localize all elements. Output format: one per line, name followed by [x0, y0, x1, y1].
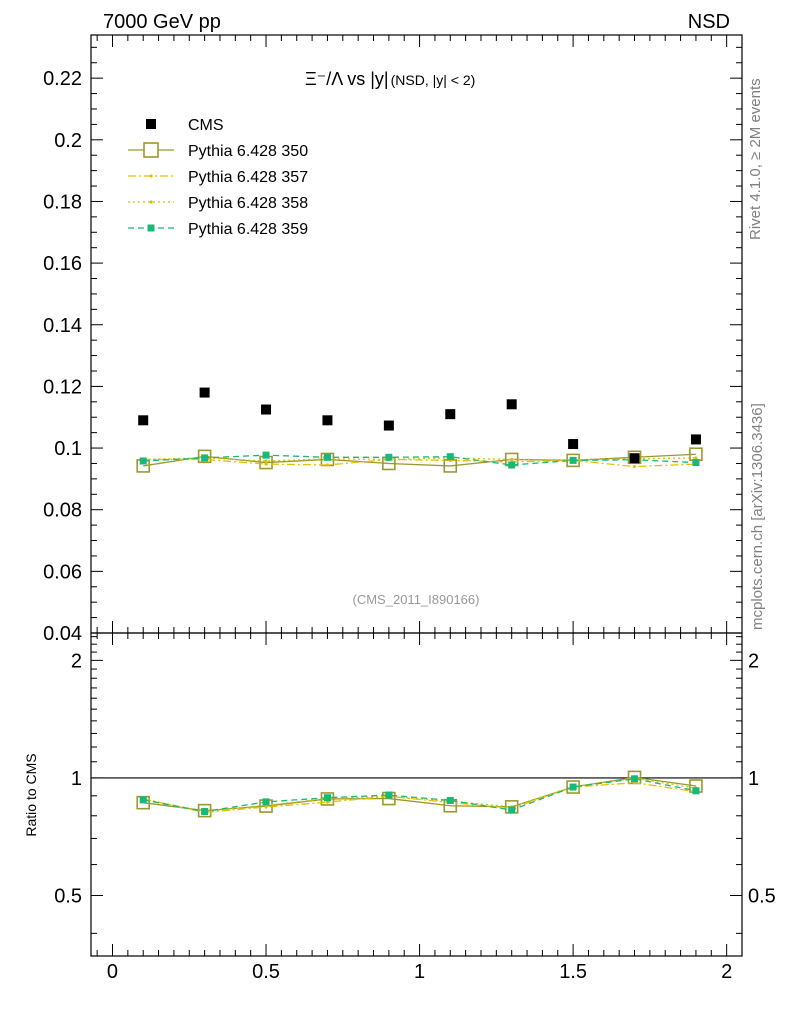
series-marker-2: [632, 464, 637, 469]
main-series: [136, 387, 703, 473]
series-marker-4: [139, 457, 147, 465]
series-marker-4: [508, 806, 516, 814]
series-line-4: [143, 454, 696, 466]
data-point: [199, 387, 210, 398]
series-marker-2: [264, 462, 268, 466]
series-marker-4: [262, 451, 270, 459]
series-marker-3: [694, 456, 698, 460]
legend-label: CMS: [188, 117, 224, 134]
ratio-ylabel: Ratio to CMS: [23, 753, 39, 836]
series-marker-4: [569, 456, 577, 464]
y-tick-label: 0.18: [43, 191, 82, 213]
main-axes: 0.04 0.06 0.08 0.1 0.12 0.14 0.16 0.18 0.2 0.22: [43, 35, 742, 645]
series-marker-4: [446, 796, 454, 804]
rivet-label: Rivet 4.1.0, ≥ 2M events: [747, 78, 764, 240]
ratio-tick-label: 2: [71, 650, 82, 672]
series-marker-4: [323, 794, 331, 802]
series-marker-4: [201, 454, 209, 462]
data-point: [568, 439, 579, 450]
series-marker-2: [325, 463, 330, 467]
legend-label: Pythia 6.428 359: [188, 221, 308, 238]
legend-marker-cms: [146, 119, 156, 129]
series-marker-4: [569, 783, 577, 791]
legend-marker-4: [147, 224, 155, 232]
series-marker-3: [264, 459, 268, 463]
process-label: NSD: [688, 11, 730, 33]
series-line-2: [143, 458, 696, 468]
series-marker-4: [262, 798, 270, 806]
series-marker-4: [139, 796, 147, 804]
series-marker-4: [631, 775, 639, 783]
ratio-panel-frame: [90, 632, 743, 957]
legend-label: Pythia 6.428 350: [188, 143, 308, 160]
y-tick-label: 0.06: [43, 561, 82, 583]
series-marker-4: [201, 808, 209, 816]
series-marker-3: [510, 457, 514, 462]
data-point: [445, 409, 456, 420]
x-tick-label: 0.5: [252, 961, 280, 983]
series-marker-4: [508, 461, 516, 469]
ratio-line-2: [143, 782, 697, 814]
data-point: [506, 399, 517, 410]
ratio-tick-label-right: 2: [748, 650, 759, 672]
y-tick-label: 0.22: [43, 68, 82, 90]
legend-label: Pythia 6.428 358: [188, 195, 308, 212]
y-tick-label: 0.14: [43, 315, 82, 337]
series-marker-2: [325, 800, 330, 804]
y-tick-label: 0.04: [43, 623, 82, 645]
ratio-line-3: [143, 777, 697, 813]
data-point: [322, 415, 333, 426]
legend-label: Pythia 6.428 357: [188, 169, 308, 186]
legend-marker-1: [143, 142, 159, 158]
ratio-tick-label-right: 0.5: [748, 886, 776, 908]
ratio-tick-label: 1: [71, 768, 82, 790]
title-main: Ξ⁻/Λ vs |y|: [305, 69, 389, 89]
series-marker-1: [627, 450, 642, 465]
series-marker-4: [323, 453, 331, 461]
y-tick-label: 0.1: [54, 438, 82, 460]
y-tick-label: 0.12: [43, 376, 82, 398]
ratio-line-4: [143, 778, 697, 813]
ratio-line-1: [143, 776, 697, 812]
energy-label: 7000 GeV pp: [103, 11, 221, 33]
x-tick-label: 1: [414, 961, 425, 983]
legend-marker-2: [149, 174, 153, 178]
series-marker-4: [692, 787, 700, 795]
series-marker-4: [385, 453, 393, 461]
data-point: [629, 453, 640, 464]
series-marker-1: [197, 449, 212, 464]
y-tick-label: 0.2: [54, 130, 82, 152]
y-tick-label: 0.16: [43, 253, 82, 275]
series-marker-4: [385, 791, 393, 799]
data-point: [261, 404, 272, 415]
series-line-3: [143, 457, 696, 462]
series-marker-4: [446, 453, 454, 461]
data-point: [690, 434, 701, 445]
chart-title: Ξ⁻/Λ vs |y| (NSD, |y| < 2): [305, 69, 475, 89]
ratio-series: [136, 770, 703, 818]
title-sub: (NSD, |y| < 2): [391, 72, 476, 88]
x-tick-label: 1.5: [559, 961, 587, 983]
x-tick-label: 0: [107, 961, 118, 983]
ratio-tick-label-right: 1: [748, 768, 759, 790]
ratio-axes: 0 0.5 1 1.5 2 0.5 0.5 1 1 2 2: [54, 633, 776, 983]
x-tick-label: 2: [721, 961, 732, 983]
source-label: mcplots.cern.ch [arXiv:1306.3436]: [749, 403, 766, 630]
series-marker-4: [692, 459, 700, 467]
legend-marker-3: [149, 200, 153, 204]
legend: CMS Pythia 6.428 350 Pythia 6.428 357 Pythi…: [128, 117, 308, 238]
data-point: [383, 420, 394, 431]
series-marker-1: [566, 780, 580, 794]
analysis-label: (CMS_2011_I890166): [353, 592, 480, 607]
ratio-tick-label: 0.5: [54, 886, 82, 908]
y-tick-label: 0.08: [43, 500, 82, 522]
data-point: [138, 415, 149, 426]
